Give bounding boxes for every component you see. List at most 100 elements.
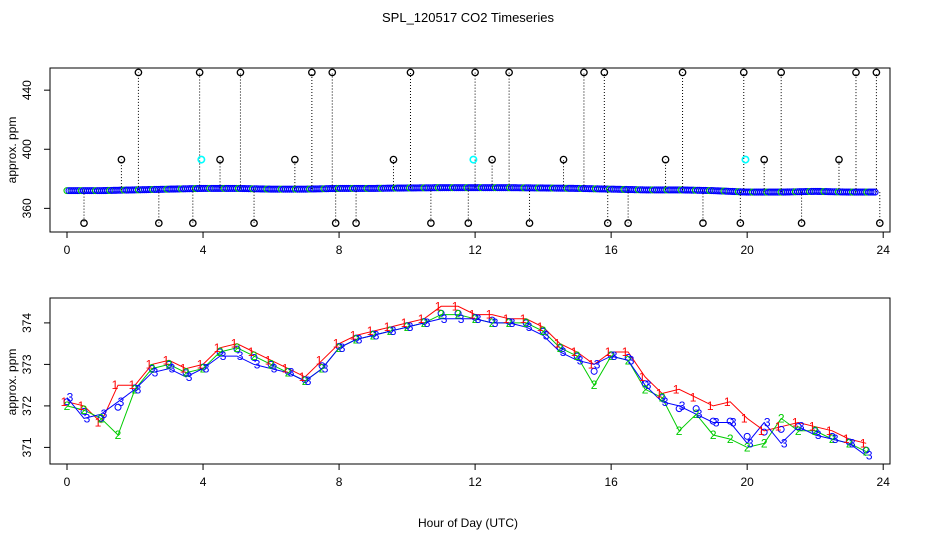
outlier-point [328, 68, 337, 77]
series-1-point: 1 [690, 391, 697, 405]
series-2-point: 2 [608, 349, 615, 363]
mean-point [165, 360, 173, 368]
series-3-point: 3 [764, 416, 771, 430]
outlier-point [389, 155, 398, 164]
series-2-point: 2 [166, 357, 173, 371]
series-3-point: 3 [611, 349, 618, 363]
series-1-point: 1 [792, 416, 799, 430]
series-3-point: 3 [271, 362, 278, 376]
outlier-point [852, 68, 860, 77]
series-3-point: 3 [288, 366, 295, 380]
mean-point [216, 348, 224, 356]
series-2-point: 2 [540, 324, 547, 338]
series-3-point: 3 [662, 395, 669, 409]
series-3-point: 3 [849, 436, 856, 450]
series-2-point: 2 [183, 366, 190, 380]
series-2-point: 2 [472, 312, 479, 326]
outlier-point [134, 68, 143, 77]
top-x-tick-label: 24 [877, 243, 891, 257]
outlier-point [188, 219, 197, 227]
series-2-point: 2 [795, 424, 802, 438]
series-2-point: 2 [710, 428, 717, 442]
series-3-point: 3 [135, 382, 142, 396]
series-1-point: 1 [401, 316, 408, 330]
mean-point [556, 344, 564, 352]
series-3-point: 3 [475, 312, 482, 326]
series-3-point: 3 [254, 357, 261, 371]
series-1-point: 1 [214, 341, 221, 355]
series-2-point: 2 [64, 399, 71, 413]
outlier-point [835, 155, 843, 164]
series-2-point: 2 [319, 362, 326, 376]
series-1-point: 1 [758, 424, 765, 438]
series-2-point: 2 [744, 440, 751, 454]
chart-title: SPL_120517 CO2 Timeseries [382, 10, 554, 25]
series-3-point: 3 [101, 407, 108, 421]
series-3-point: 3 [509, 316, 516, 330]
bottom-x-tick-label: 8 [336, 475, 343, 489]
mean-point [386, 326, 394, 334]
series-1-point: 1 [707, 399, 714, 413]
outlier-point [250, 219, 258, 227]
bottom-x-tick-label: 0 [64, 475, 71, 489]
series-3-point: 3 [220, 349, 227, 363]
series-1-point: 1 [588, 357, 595, 371]
mean-point [658, 394, 666, 402]
mean-point [794, 423, 802, 431]
series-2-point: 2 [81, 403, 88, 417]
mean-point [811, 427, 819, 435]
baseline-point [867, 188, 875, 196]
series-2-point: 2 [829, 432, 836, 446]
mean-point [505, 318, 513, 326]
bottom-x-tick-label: 16 [604, 475, 618, 489]
outlier-point [471, 68, 479, 77]
top-x-tick-label: 8 [336, 243, 343, 257]
mean-point [624, 353, 632, 361]
series-3-point: 3 [866, 449, 873, 463]
series-3-point: 3 [713, 416, 720, 430]
series-1-point: 1 [571, 345, 578, 359]
series-1-point: 1 [248, 345, 255, 359]
series-3-point: 3 [543, 328, 550, 342]
series-3-point: 3 [815, 428, 822, 442]
bottom-x-tick-label: 12 [468, 475, 482, 489]
series-2-point: 2 [778, 411, 785, 425]
mean-point [845, 438, 853, 446]
series-2-point: 2 [557, 341, 564, 355]
outlier-point [580, 68, 588, 77]
x-axis-label: Hour of Day (UTC) [418, 516, 518, 530]
outlier-point [427, 219, 435, 227]
series-2-point: 2 [455, 308, 462, 322]
series-2-point: 2 [489, 316, 496, 330]
series-2-point: 2 [234, 341, 241, 355]
mean-point [573, 352, 581, 360]
outlier-point [760, 155, 769, 164]
bottom-y-tick-label: 374 [20, 313, 34, 333]
series-3-point: 3 [730, 416, 737, 430]
series-1-point: 1 [520, 312, 527, 326]
mean-point [335, 342, 343, 350]
series-2-point: 2 [302, 374, 309, 388]
series-2-point: 2 [727, 432, 734, 446]
outlier-point [736, 219, 745, 227]
top-x-tick-label: 0 [64, 243, 71, 257]
series-1-point: 1 [197, 357, 204, 371]
mean-point [233, 345, 241, 353]
series-3-point: 3 [203, 362, 210, 376]
series-2-point: 2 [251, 349, 258, 363]
series-1-point: 1 [673, 382, 680, 396]
series-1-point: 1 [61, 395, 68, 409]
mean-point [437, 309, 445, 317]
series-3-point: 3 [492, 316, 499, 330]
series-2-point: 2 [404, 320, 411, 334]
series-3-point: 3 [696, 407, 703, 421]
series-2-point: 2 [438, 308, 445, 322]
series-3-point: 3 [237, 349, 244, 363]
outlier-point [661, 155, 670, 164]
mean-point [522, 319, 530, 327]
series-2-point: 2 [812, 424, 819, 438]
series-1-point: 1 [316, 353, 323, 367]
series-2-point: 2 [115, 428, 122, 442]
series-1-point: 1 [656, 386, 663, 400]
